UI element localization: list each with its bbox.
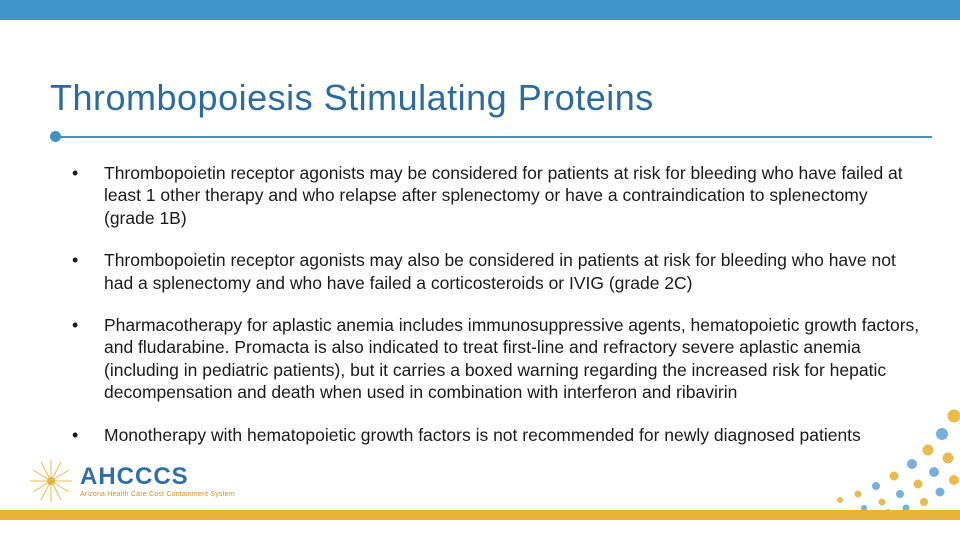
bottom-accent-bar xyxy=(0,510,960,520)
title-dot xyxy=(50,131,61,142)
body-content: Thrombopoietin receptor agonists may be … xyxy=(68,162,920,466)
top-accent-bar xyxy=(0,0,960,20)
corner-dots-graphic xyxy=(820,390,960,510)
list-item: Pharmacotherapy for aplastic anemia incl… xyxy=(68,314,920,404)
brand-logo: AHCCCS Arizona Health Care Cost Containm… xyxy=(28,458,235,504)
logo-text: AHCCCS Arizona Health Care Cost Containm… xyxy=(80,465,235,498)
sunburst-icon xyxy=(28,458,74,504)
slide: Thrombopoiesis Stimulating Proteins Thro… xyxy=(0,0,960,540)
title-underline xyxy=(50,136,932,138)
logo-main-text: AHCCCS xyxy=(80,465,235,489)
list-item: Monotherapy with hematopoietic growth fa… xyxy=(68,424,920,446)
bullet-list: Thrombopoietin receptor agonists may be … xyxy=(68,162,920,446)
logo-sub-text: Arizona Health Care Cost Containment Sys… xyxy=(80,491,235,498)
title-block: Thrombopoiesis Stimulating Proteins xyxy=(50,78,920,118)
list-item: Thrombopoietin receptor agonists may be … xyxy=(68,162,920,229)
list-item: Thrombopoietin receptor agonists may als… xyxy=(68,249,920,294)
slide-title: Thrombopoiesis Stimulating Proteins xyxy=(50,78,920,118)
